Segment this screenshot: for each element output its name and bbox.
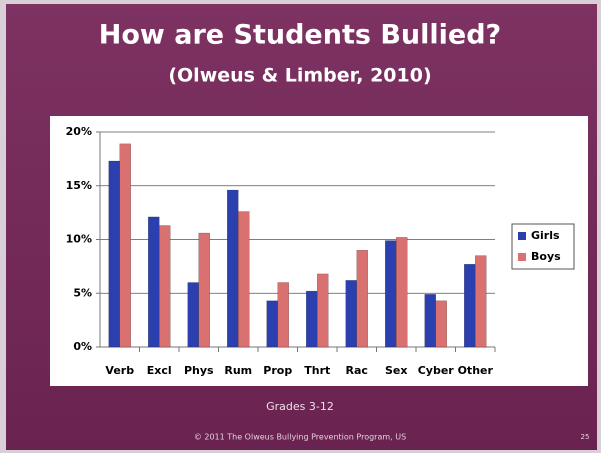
bar <box>317 273 329 348</box>
bar <box>424 294 436 348</box>
bar <box>277 282 289 348</box>
y-tick-label: 10% <box>66 233 92 246</box>
bar <box>464 263 476 348</box>
bar <box>435 300 447 348</box>
bar <box>345 280 357 348</box>
legend-label: Girls <box>531 229 560 242</box>
legend <box>511 223 575 270</box>
bar <box>396 237 408 348</box>
x-tick-label: Prop <box>263 364 292 377</box>
footer: © 2011 The Olweus Bullying Prevention Pr… <box>194 433 406 442</box>
x-tick-label: Verb <box>105 364 134 377</box>
bar <box>306 290 318 348</box>
bar <box>148 216 160 348</box>
y-tick-label: 5% <box>73 286 92 299</box>
bar <box>475 255 487 348</box>
x-tick-label: Excl <box>147 364 172 377</box>
x-tick-label: Other <box>458 364 494 377</box>
y-tick-label: 15% <box>66 179 92 192</box>
bar <box>187 282 199 348</box>
page-number: 25 <box>581 433 590 441</box>
x-tick-label: Cyber <box>418 364 455 377</box>
bar <box>119 143 131 348</box>
legend-swatch <box>518 253 526 261</box>
bar <box>385 240 397 348</box>
legend-label: Boys <box>531 250 561 263</box>
slide-subtitle: (Olweus & Limber, 2010) <box>168 65 431 87</box>
bar <box>356 250 368 348</box>
x-tick-label: Phys <box>184 364 214 377</box>
bar <box>198 232 210 348</box>
slide-title: How are Students Bullied? <box>99 20 501 51</box>
x-tick-label: Sex <box>385 364 407 377</box>
legend-swatch <box>518 232 526 240</box>
bar <box>159 225 171 348</box>
bar <box>227 189 239 348</box>
bar <box>238 211 250 348</box>
y-tick-label: 20% <box>66 125 92 138</box>
bar <box>108 160 120 348</box>
x-tick-label: Rac <box>346 364 368 377</box>
x-axis-label: Grades 3-12 <box>266 400 334 413</box>
x-tick-label: Thrt <box>304 364 330 377</box>
y-tick-label: 0% <box>73 340 92 353</box>
x-tick-label: Rum <box>224 364 252 377</box>
bar <box>266 300 278 348</box>
